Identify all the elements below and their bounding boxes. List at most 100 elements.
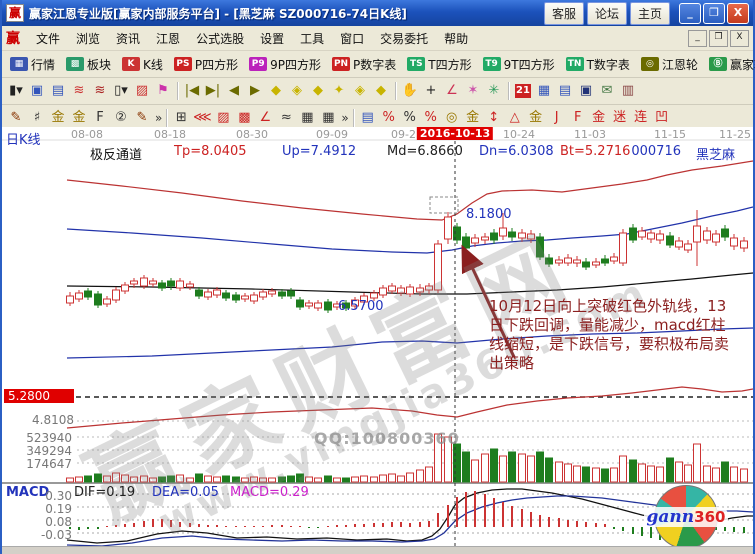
menu-item-文件[interactable]: 文件 (36, 31, 61, 46)
draw-tool-3-9[interactable]: 金 (529, 109, 543, 125)
tool-icon-13[interactable]: ▶ (250, 83, 260, 98)
tool-icon-7[interactable]: ▨ (135, 83, 149, 98)
tool-icon-3[interactable]: ▤ (51, 83, 65, 98)
menu-item-帮助[interactable]: 帮助 (444, 31, 469, 46)
tool-icon-27[interactable]: 21 (515, 84, 531, 98)
draw-tools-overflow-2[interactable]: » (341, 110, 349, 125)
draw-tool-1-1[interactable]: ✎ (10, 109, 22, 125)
draw-tool-1-4[interactable]: 金 (72, 109, 86, 125)
toolbar-button-9P四方形[interactable]: P9 9P四方形 (245, 54, 325, 75)
toolbar-button-label: P数字表 (353, 57, 397, 72)
titlebar-button-1[interactable]: 客服 (543, 1, 584, 25)
draw-tool-1-6[interactable]: ② (115, 109, 127, 125)
tool-icon-11[interactable]: ▶| (205, 83, 221, 98)
draw-tool-3-2[interactable]: % (382, 109, 395, 125)
draw-tool-3-15[interactable]: 凹 (655, 109, 669, 125)
menu-item-江恩[interactable]: 江恩 (156, 31, 181, 46)
titlebar-button-2[interactable]: 论坛 (586, 1, 627, 25)
menu-item-公式选股[interactable]: 公式选股 (196, 31, 245, 46)
draw-tool-2-7[interactable]: ▦ (301, 109, 314, 125)
tool-icon-32[interactable]: ▥ (621, 83, 635, 98)
tool-icon-30[interactable]: ▣ (579, 83, 593, 98)
mdi-restore-button[interactable]: ❐ (709, 29, 728, 47)
tool-icon-4[interactable]: ≋ (73, 83, 85, 98)
draw-tool-2-4[interactable]: ▩ (238, 109, 251, 125)
toolbar-button-P四方形[interactable]: PS P四方形 (170, 54, 242, 75)
mdi-close-button[interactable]: X (730, 29, 749, 47)
draw-tool-2-2[interactable]: ⋘ (193, 109, 212, 125)
tool-icon-5[interactable]: ≋ (94, 83, 106, 98)
menu-item-浏览[interactable]: 浏览 (76, 31, 101, 46)
tool-icon-31[interactable]: ✉ (601, 83, 613, 98)
draw-tool-3-13[interactable]: 迷 (613, 109, 627, 125)
draw-tool-3-14[interactable]: 连 (634, 109, 648, 125)
toolbar-button-label: K线 (143, 57, 163, 72)
tool-icon-24[interactable]: ✶ (467, 83, 479, 98)
draw-tool-3-3[interactable]: % (403, 109, 416, 125)
tool-icon-17[interactable]: ✦ (333, 83, 345, 98)
tool-icon-10[interactable]: |◀ (184, 83, 200, 98)
titlebar-button-3[interactable]: 主页 (629, 1, 670, 25)
tool-icon-18[interactable]: ◈ (355, 83, 365, 98)
tool-icon-16[interactable]: ◆ (313, 83, 323, 98)
draw-tools-overflow-1[interactable]: » (155, 110, 163, 125)
date-tick: 09-23 (391, 128, 423, 141)
tool-icon-8[interactable]: ⚑ (157, 83, 169, 98)
tool-icon-23[interactable]: ∠ (446, 83, 458, 98)
macd-scale-label: 0.08 (45, 515, 72, 529)
draw-tool-3-11[interactable]: F (573, 109, 582, 125)
tool-icon-28[interactable]: ▦ (537, 83, 551, 98)
toolbar-button-9T四方形[interactable]: T9 9T四方形 (479, 54, 559, 75)
draw-tool-2-1[interactable]: ⊞ (175, 109, 187, 125)
minimize-button[interactable]: _ (679, 2, 701, 24)
draw-tool-2-8[interactable]: ▦ (322, 109, 335, 125)
draw-tool-3-6[interactable]: 金 (466, 109, 480, 125)
tool-icon-6[interactable]: ▯▾ (114, 83, 128, 98)
draw-tool-2-6[interactable]: ≈ (280, 109, 292, 125)
tool-icon-21[interactable]: ✋ (401, 83, 419, 98)
toolbar-button-P数字表[interactable]: PN P数字表 (328, 54, 400, 75)
draw-tool-3-12[interactable]: 金 (592, 109, 606, 125)
mdi-minimize-button[interactable]: _ (688, 29, 707, 47)
toolbar-button-T四方形[interactable]: TS T四方形 (403, 54, 475, 75)
toolbar-button-行情[interactable]: ▦ 行情 (6, 54, 59, 75)
toolbar-button-赢家轮[interactable]: Ⓑ赢家轮 (705, 54, 755, 75)
toolbar-button-T数字表[interactable]: TN T数字表 (562, 54, 634, 75)
tool-icon-22[interactable]: + (425, 83, 437, 98)
draw-tool-3-10[interactable]: J (554, 109, 559, 125)
menu-item-资讯[interactable]: 资讯 (116, 31, 141, 46)
tool-icon-15[interactable]: ◈ (292, 83, 302, 98)
menu-item-窗口[interactable]: 窗口 (340, 31, 365, 46)
draw-tool-3-4[interactable]: % (424, 109, 437, 125)
draw-tool-3-7[interactable]: ↕ (488, 109, 500, 125)
close-button[interactable]: X (727, 2, 749, 24)
tool-icon-2[interactable]: ▣ (30, 83, 44, 98)
menu-logo-icon: 赢 (6, 31, 20, 47)
chart-area[interactable]: 日K线 08-08 08-18 08-30 09-09 09-23 10-24 11-03 1… (2, 127, 753, 547)
menu-item-工具[interactable]: 工具 (300, 31, 325, 46)
draw-tool-3-8[interactable]: △ (509, 109, 520, 125)
draw-tool-2-3[interactable]: ▨ (217, 109, 230, 125)
menu-item-交易委托[interactable]: 交易委托 (380, 31, 429, 46)
toolbar-button-K线[interactable]: K K线 (118, 54, 167, 75)
kline-canvas[interactable] (2, 127, 753, 547)
draw-tool-3-1[interactable]: ▤ (361, 109, 374, 125)
toolbar-button-板块[interactable]: ▩ 板块 (62, 54, 115, 75)
maximize-button[interactable]: ❐ (703, 2, 725, 24)
toolbar-button-label: 江恩轮 (661, 57, 698, 72)
draw-tool-1-3[interactable]: 金 (51, 109, 65, 125)
draw-tool-1-7[interactable]: ✎ (136, 109, 148, 125)
tool-icon-14[interactable]: ◆ (271, 83, 281, 98)
toolbar-button-江恩轮[interactable]: ◎ 江恩轮 (637, 54, 702, 75)
tool-icon-19[interactable]: ◆ (376, 83, 386, 98)
tool-icon-29[interactable]: ▤ (558, 83, 572, 98)
draw-tool-2-5[interactable]: ∠ (259, 109, 272, 125)
tool-icon-12[interactable]: ◀ (229, 83, 239, 98)
tool-icon-1[interactable]: ▮▾ (9, 83, 23, 98)
draw-tool-1-2[interactable]: ♯ (33, 109, 41, 125)
menu-item-设置[interactable]: 设置 (260, 31, 285, 46)
draw-tool-3-5[interactable]: ◎ (446, 109, 458, 125)
annotation-line: 线缩短，是下跌信号，要积极布局卖 (489, 335, 730, 353)
tool-icon-25[interactable]: ✳ (488, 83, 500, 98)
draw-tool-1-5[interactable]: F (96, 109, 104, 125)
